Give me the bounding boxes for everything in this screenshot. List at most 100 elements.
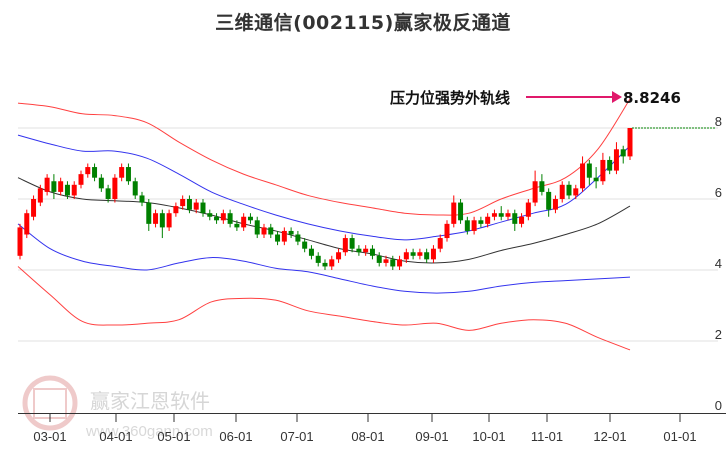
candle-down bbox=[546, 191, 552, 210]
candle-down bbox=[620, 149, 626, 157]
candle-up bbox=[532, 181, 538, 203]
candle-up bbox=[31, 199, 37, 217]
x-tick-label: 08-01 bbox=[351, 429, 384, 444]
candle-up bbox=[173, 206, 179, 214]
candle-down bbox=[146, 202, 152, 224]
candle-down bbox=[51, 181, 57, 192]
candle-up bbox=[336, 252, 342, 260]
x-tick-label: 04-01 bbox=[99, 429, 132, 444]
y-tick-label: 2 bbox=[715, 327, 722, 342]
candle-up bbox=[85, 167, 91, 175]
candle-up bbox=[600, 159, 606, 182]
candle-up bbox=[430, 248, 436, 260]
candle-down bbox=[288, 230, 294, 235]
candle-down bbox=[186, 199, 192, 210]
arrow-right-icon bbox=[612, 91, 622, 103]
watermark: 赢家江恩软件 www.360gann.com bbox=[22, 375, 213, 440]
candle-down bbox=[478, 220, 484, 224]
candle-up bbox=[525, 202, 531, 217]
candle-up bbox=[112, 177, 118, 199]
candle-up bbox=[119, 167, 125, 178]
mid-line-line bbox=[17, 177, 631, 264]
watermark-url: www.360gann.com bbox=[85, 423, 213, 440]
candle-up bbox=[71, 184, 77, 196]
chart-title: 三维通信(002115)赢家极反通道 bbox=[215, 12, 511, 34]
candle-down bbox=[92, 167, 98, 178]
candle-down bbox=[268, 227, 274, 235]
y-tick-label: 4 bbox=[715, 256, 722, 271]
candle-up bbox=[363, 248, 369, 253]
candle-up bbox=[613, 149, 619, 171]
candle-down bbox=[607, 159, 613, 171]
candle-down bbox=[512, 213, 518, 224]
candle-up bbox=[437, 238, 443, 249]
resistance-annotation: 压力位强势外轨线 8.8246 bbox=[390, 89, 681, 107]
outer-lower-line bbox=[17, 266, 631, 351]
candle-up bbox=[220, 213, 226, 221]
candle-down bbox=[458, 202, 464, 221]
candle-up bbox=[491, 213, 497, 217]
candle-down bbox=[247, 216, 253, 221]
candle-up bbox=[193, 202, 199, 210]
candle-down bbox=[159, 213, 165, 228]
candle-down bbox=[356, 248, 362, 253]
inner-upper-line bbox=[17, 134, 631, 241]
candle-up bbox=[552, 199, 558, 210]
candle-down bbox=[566, 184, 572, 196]
x-axis: 03-01 04-01 05-01 06-01 07-01 08-01 09-01 10-01… bbox=[33, 413, 697, 444]
y-tick-label: 8 bbox=[715, 114, 722, 129]
candle-up bbox=[24, 213, 30, 235]
candle-down bbox=[390, 259, 396, 267]
x-tick-label: 09-01 bbox=[415, 429, 448, 444]
x-tick-label: 11-01 bbox=[531, 429, 563, 444]
candle-up bbox=[397, 259, 403, 267]
x-tick-label: 10-01 bbox=[472, 429, 505, 444]
candle-down bbox=[315, 255, 321, 263]
candle-down bbox=[98, 177, 104, 189]
watermark-seal-icon bbox=[22, 375, 78, 431]
candle-up bbox=[281, 230, 287, 242]
y-axis: 0 2 4 6 8 bbox=[715, 114, 722, 413]
candle-up bbox=[559, 184, 565, 199]
x-tick-label: 01-01 bbox=[663, 429, 696, 444]
candle-up bbox=[329, 259, 335, 267]
candle-down bbox=[369, 248, 375, 256]
candle-up bbox=[403, 252, 409, 260]
candle-up bbox=[241, 216, 247, 228]
candle-up bbox=[471, 220, 477, 231]
candle-up bbox=[627, 128, 633, 157]
inner-lower-line bbox=[17, 223, 631, 294]
candle-up bbox=[17, 227, 23, 256]
y-tick-label: 0 bbox=[715, 398, 722, 413]
candle-up bbox=[153, 213, 159, 224]
annotation-value: 8.8246 bbox=[623, 89, 681, 107]
candle-down bbox=[464, 220, 470, 231]
candle-down bbox=[424, 252, 430, 260]
candle-down bbox=[275, 234, 281, 242]
x-tick-label: 06-01 bbox=[219, 429, 252, 444]
candle-down bbox=[539, 181, 545, 192]
candle-down bbox=[132, 181, 138, 196]
candle-up bbox=[37, 188, 43, 203]
watermark-text: 赢家江恩软件 bbox=[90, 389, 210, 413]
candle-down bbox=[125, 167, 131, 182]
channel-bands bbox=[17, 98, 631, 351]
candle-down bbox=[234, 223, 240, 228]
x-tick-label: 05-01 bbox=[157, 429, 190, 444]
candle-up bbox=[342, 238, 348, 253]
candle-up bbox=[485, 216, 491, 224]
candle-down bbox=[308, 248, 314, 256]
candle-down bbox=[586, 163, 592, 178]
candle-down bbox=[376, 255, 382, 263]
annotation-label: 压力位强势外轨线 bbox=[390, 89, 510, 107]
candlesticks bbox=[17, 128, 633, 270]
candle-up bbox=[44, 177, 50, 192]
candle-up bbox=[58, 181, 64, 192]
candle-down bbox=[295, 234, 301, 242]
x-tick-label: 12-01 bbox=[593, 429, 626, 444]
candle-down bbox=[227, 213, 233, 224]
candle-up bbox=[180, 199, 186, 207]
candle-up bbox=[78, 174, 84, 185]
candle-down bbox=[254, 220, 260, 235]
